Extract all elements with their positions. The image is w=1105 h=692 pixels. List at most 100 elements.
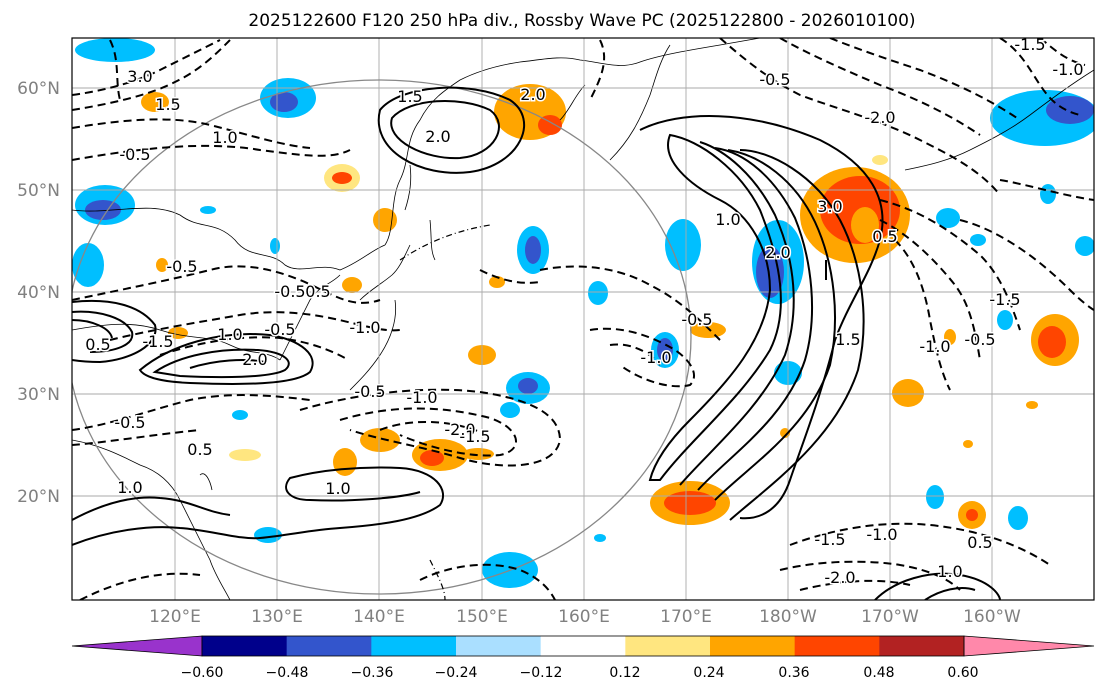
colorbar-tick-label: 0.60: [947, 665, 978, 681]
neg-shading: [594, 534, 606, 542]
colorbar-tick-label: −0.60: [181, 665, 224, 681]
dashed-contours: [72, 38, 1094, 600]
pos-shading: [229, 449, 261, 461]
lon-label: 120°E: [149, 607, 201, 627]
map-frame: [71, 37, 1095, 601]
contour-label: -0.5: [264, 320, 295, 339]
lon-label: 130°E: [251, 607, 303, 627]
neg-shading: [1046, 96, 1094, 124]
pos-shading: [156, 258, 168, 272]
pos-shading: [420, 450, 444, 466]
neg-shading: [200, 206, 216, 214]
contour-label: 2.0: [425, 127, 450, 146]
colorbar-segment: [540, 636, 626, 656]
contour-label: -1.5: [1014, 35, 1045, 54]
contour-label: -1.0: [866, 525, 897, 544]
neg-shading: [997, 310, 1013, 330]
colorbar-tick-label: −0.12: [520, 665, 563, 681]
pos-shading: [664, 491, 716, 515]
colorbar-segment: [371, 636, 457, 656]
coastlines: [72, 38, 1094, 600]
contour-label: 2.0: [520, 85, 545, 104]
reference-circle: [72, 79, 692, 595]
contour-label: -1.5: [989, 290, 1020, 309]
colorbar-segment: [879, 636, 965, 656]
contour-label: 1.5: [835, 330, 860, 349]
contour-label: 0.5: [305, 282, 330, 301]
pos-shading: [342, 277, 362, 293]
gridlines: [72, 38, 1094, 600]
contour-label: -0.5: [114, 413, 145, 432]
colorbar-tick-label: −0.48: [266, 665, 309, 681]
pos-shading: [944, 329, 956, 345]
lat-label: 30°N: [17, 385, 60, 405]
contour-label: 1.0: [212, 128, 237, 147]
neg-shading: [1075, 236, 1094, 256]
contour-label: 0.5: [187, 440, 212, 459]
pos-shading: [168, 327, 188, 339]
lat-label: 20°N: [17, 487, 60, 507]
neg-shading: [232, 410, 248, 420]
pos-shading: [538, 115, 562, 135]
contour-label: 2.0: [765, 243, 790, 262]
pos-shading: [1026, 401, 1038, 409]
contour-label: -0.5: [119, 145, 150, 164]
pos-shading: [332, 172, 352, 184]
contour-label: -1.0: [919, 337, 950, 356]
pos-shading: [489, 276, 505, 288]
contour-label: -1.5: [459, 427, 490, 446]
contour-label: 1.0: [117, 478, 142, 497]
lon-axis: 120°E 130°E 140°E 150°E 160°E 170°E 180°…: [149, 607, 1021, 627]
neg-shading: [936, 208, 960, 228]
dashdot-lines: [399, 224, 491, 600]
lat-label: 40°N: [17, 283, 60, 303]
neg-shading: [926, 485, 944, 509]
pos-shading: [892, 379, 924, 407]
contour-label: 1.5: [155, 95, 180, 114]
colorbar-tick-label: 0.36: [778, 665, 809, 681]
pos-shading: [360, 428, 400, 452]
pos-shading: [780, 428, 790, 438]
colorbar-ticks: −0.60 −0.48 −0.36 −0.24 −0.12 0.12 0.24 …: [181, 665, 979, 681]
solid-contours: [72, 86, 1001, 600]
neg-shading: [588, 281, 608, 305]
pos-shading: [462, 448, 494, 460]
contour-label: -0.5: [354, 382, 385, 401]
lon-label: 160°E: [558, 607, 610, 627]
contour-label: -1.0: [349, 318, 380, 337]
contour-label: 3.0: [127, 67, 152, 86]
contour-label: -0.5: [964, 330, 995, 349]
neg-shading: [970, 234, 986, 246]
shading-layer: [72, 38, 1094, 588]
colorbar: [71, 635, 1095, 657]
contour-label: -1.0: [406, 388, 437, 407]
neg-shading: [1040, 184, 1056, 204]
pos-shading: [963, 440, 973, 448]
contour-label: 3.0: [817, 197, 842, 216]
pos-shading: [373, 208, 397, 232]
colorbar-tick-label: −0.24: [435, 665, 478, 681]
lon-label: 160°W: [963, 607, 1021, 627]
colorbar-tick-label: 0.12: [609, 665, 640, 681]
colorbar-tick-label: 0.24: [693, 665, 724, 681]
map-panel: 1.52.02.01.0-0.53.01.5-0.5-0.5 0.5-1.0-1.…: [72, 35, 1094, 600]
lat-label: 50°N: [17, 181, 60, 201]
lon-label: 140°E: [353, 607, 405, 627]
neg-shading: [72, 243, 104, 287]
contour-label: -1.5: [142, 332, 173, 351]
contour-labels: 1.52.02.01.0-0.53.01.5-0.5-0.5 0.5-1.0-1.…: [84, 35, 1085, 589]
lat-label: 60°N: [17, 79, 60, 99]
colorbar-segment: [456, 636, 542, 656]
contour-label: 0.5: [967, 533, 992, 552]
lon-label: 180°W: [759, 607, 817, 627]
neg-shading: [500, 402, 520, 418]
pos-shading: [141, 92, 169, 112]
colorbar-segment: [710, 636, 796, 656]
contour-label: -0.5: [759, 70, 790, 89]
figure-title: 2025122600 F120 250 hPa div., Rossby Wav…: [248, 11, 915, 31]
neg-shading: [657, 338, 673, 362]
colorbar-segment: [794, 636, 880, 656]
neg-shading: [518, 378, 538, 394]
lon-label: 170°E: [660, 607, 712, 627]
